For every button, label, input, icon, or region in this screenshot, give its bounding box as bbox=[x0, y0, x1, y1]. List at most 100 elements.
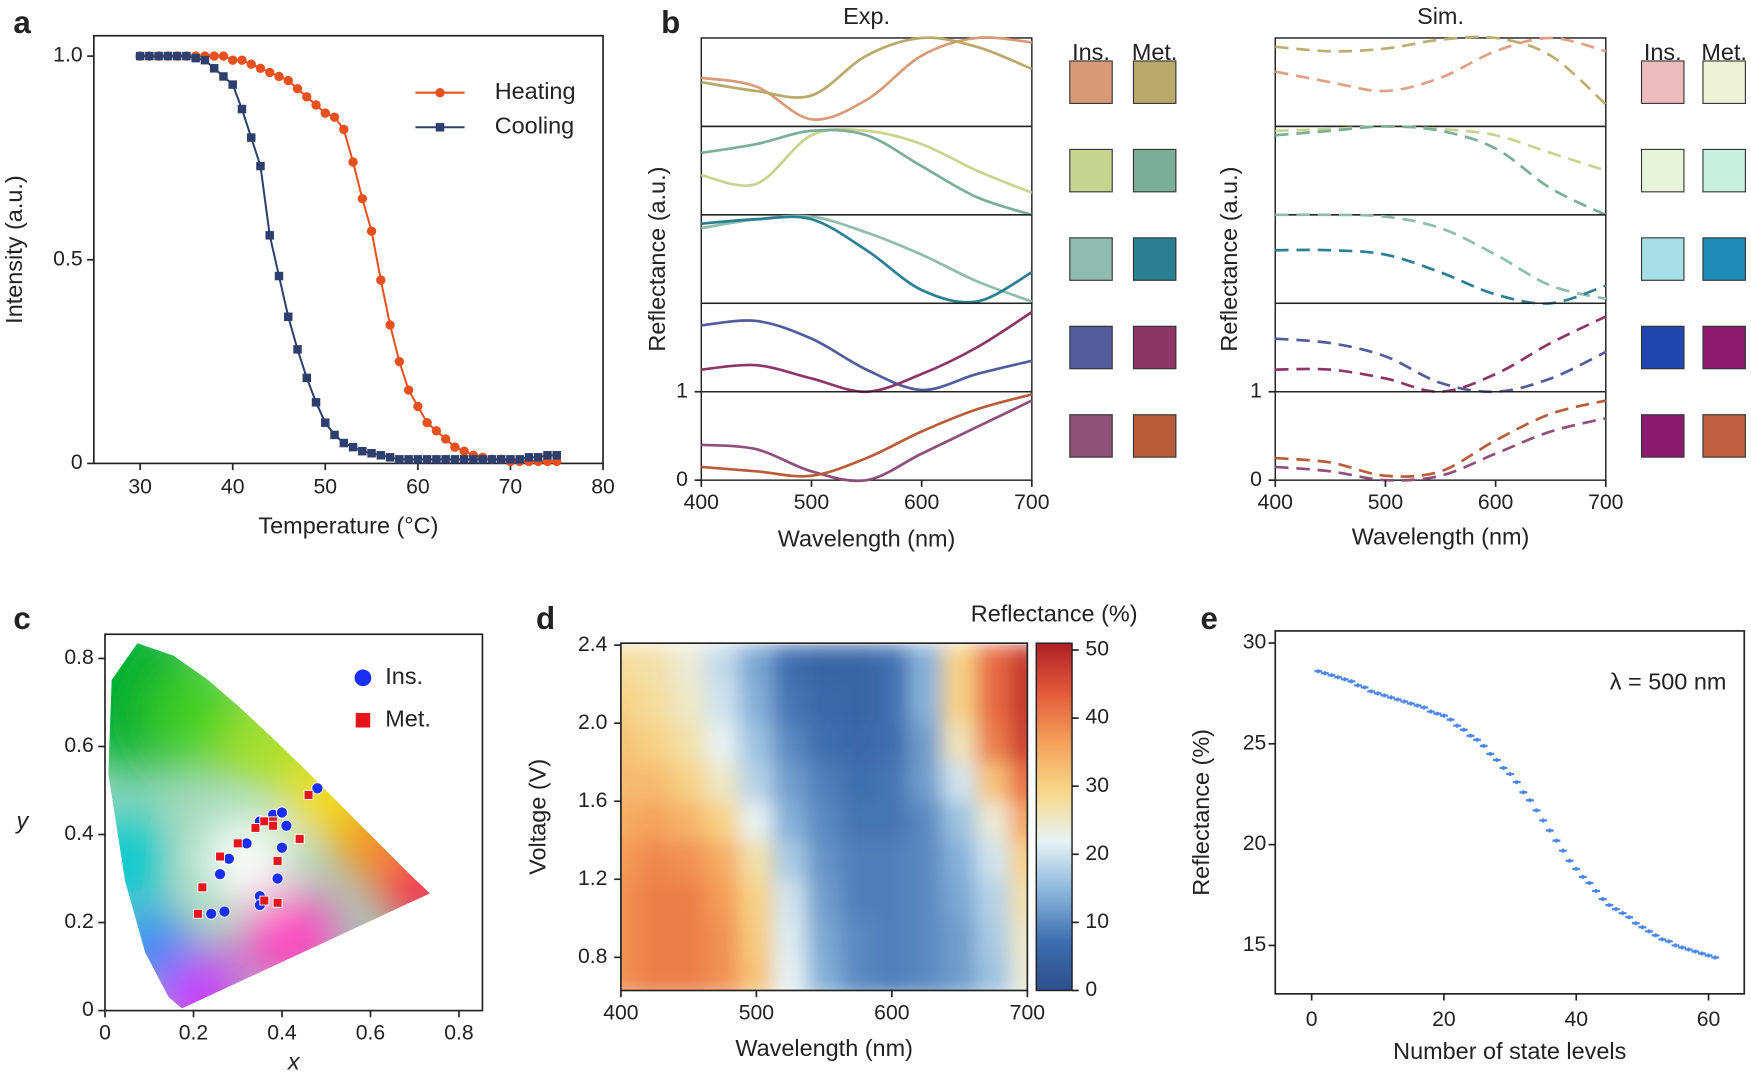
heatmap-cell bbox=[874, 683, 910, 724]
heatmap-cell bbox=[942, 722, 978, 763]
heatmap-cell bbox=[806, 956, 842, 991]
x-tick-label: 500 bbox=[794, 491, 829, 514]
x-axis-label: Wavelength (nm) bbox=[1352, 523, 1530, 549]
marker bbox=[330, 430, 339, 440]
marker bbox=[478, 455, 487, 464]
heatmap-cell bbox=[620, 956, 639, 991]
heatmap-cell bbox=[671, 917, 707, 958]
color-swatch bbox=[1069, 414, 1113, 458]
subplot-frame bbox=[700, 37, 1033, 128]
marker bbox=[163, 51, 173, 61]
heatmap-cell bbox=[1009, 644, 1028, 685]
x-axis-label: x bbox=[287, 1048, 301, 1072]
marker bbox=[339, 438, 349, 448]
error-point bbox=[1638, 925, 1647, 930]
x-tick-label: 60 bbox=[406, 476, 430, 499]
heatmap-cell bbox=[671, 878, 707, 919]
y-tick-label: 10 bbox=[1085, 910, 1109, 933]
marker bbox=[218, 905, 231, 918]
x-axis-label: Number of state levels bbox=[1393, 1038, 1626, 1064]
y-tick-label: 0 bbox=[71, 451, 83, 474]
marker bbox=[268, 820, 279, 831]
heatmap-cell bbox=[942, 761, 978, 802]
spectrum-line bbox=[1275, 213, 1607, 301]
error-point bbox=[1334, 675, 1343, 680]
error-point bbox=[1340, 677, 1349, 682]
subplot-frame bbox=[700, 391, 1033, 481]
heatmap-cell bbox=[772, 644, 808, 685]
marker bbox=[209, 64, 219, 73]
heatmap-cell bbox=[738, 878, 774, 919]
error-point bbox=[1658, 937, 1667, 942]
heatmap-cell bbox=[840, 956, 876, 991]
marker bbox=[255, 63, 266, 74]
error-point bbox=[1327, 673, 1336, 678]
marker bbox=[219, 72, 228, 81]
heatmap-cell bbox=[705, 800, 741, 841]
marker bbox=[294, 834, 305, 844]
colorbar-title: Reflectance (%) bbox=[971, 600, 1138, 626]
marker bbox=[431, 426, 442, 436]
color-swatch bbox=[1132, 148, 1177, 193]
marker bbox=[496, 455, 506, 464]
heatmap-cell bbox=[874, 917, 910, 958]
x-tick-label: 700 bbox=[1014, 491, 1049, 514]
heatmap-cell bbox=[738, 761, 774, 802]
heatmap-cell bbox=[942, 917, 978, 958]
marker bbox=[524, 453, 534, 462]
heatmap-cell bbox=[738, 722, 774, 763]
heatmap-cell bbox=[705, 917, 741, 958]
panel-letter: a bbox=[13, 5, 31, 40]
marker bbox=[515, 455, 524, 464]
error-point bbox=[1354, 683, 1362, 688]
panel-title: Exp. bbox=[843, 3, 890, 29]
marker bbox=[366, 226, 377, 236]
y-tick-label: 1 bbox=[1250, 379, 1262, 402]
error-point bbox=[1486, 751, 1495, 756]
heatmap-cell bbox=[806, 683, 842, 724]
error-point bbox=[1578, 874, 1587, 879]
error-point bbox=[1592, 888, 1601, 894]
spectrum-line bbox=[1275, 248, 1607, 305]
marker bbox=[232, 838, 243, 849]
legend-label: Heating bbox=[495, 78, 576, 104]
x-axis-label: Wavelength (nm) bbox=[778, 526, 956, 552]
heatmap-cell bbox=[942, 800, 978, 841]
heatmap-cell bbox=[976, 956, 1011, 991]
heatmap-cell bbox=[1009, 800, 1028, 841]
color-swatch bbox=[1702, 325, 1746, 370]
heatmap-cell bbox=[738, 839, 774, 880]
marker bbox=[265, 67, 275, 78]
spectrum-line bbox=[700, 127, 1033, 194]
colorbar bbox=[1035, 642, 1073, 992]
heatmap-cell bbox=[671, 800, 707, 841]
marker bbox=[259, 895, 270, 906]
y-axis-label: Voltage (V) bbox=[525, 759, 551, 875]
error-point bbox=[1671, 943, 1680, 948]
spectrum-line bbox=[701, 399, 1033, 483]
spectrum-line bbox=[1275, 125, 1607, 172]
heatmap-cell bbox=[840, 878, 876, 919]
heatmap-cell bbox=[620, 644, 639, 685]
legend-label: Met. bbox=[385, 705, 431, 731]
marker bbox=[209, 51, 219, 61]
marker bbox=[506, 455, 515, 464]
heatmap-cell bbox=[620, 722, 639, 763]
error-point bbox=[1446, 717, 1455, 722]
spectrum-line bbox=[701, 214, 1033, 303]
heatmap-cell bbox=[874, 644, 910, 685]
spectrum-line bbox=[1275, 315, 1607, 394]
heatmap-cell bbox=[620, 839, 639, 880]
heatmap-cell bbox=[1009, 683, 1028, 724]
marker bbox=[246, 59, 256, 69]
marker bbox=[435, 123, 445, 132]
heatmap-cell bbox=[1009, 956, 1028, 991]
marker bbox=[487, 455, 497, 464]
heatmap-cell bbox=[671, 956, 707, 991]
panel-letter: b bbox=[661, 5, 680, 40]
error-point bbox=[1664, 939, 1673, 944]
error-point bbox=[1453, 723, 1462, 728]
heatmap-cell bbox=[976, 917, 1011, 958]
marker bbox=[367, 448, 376, 458]
